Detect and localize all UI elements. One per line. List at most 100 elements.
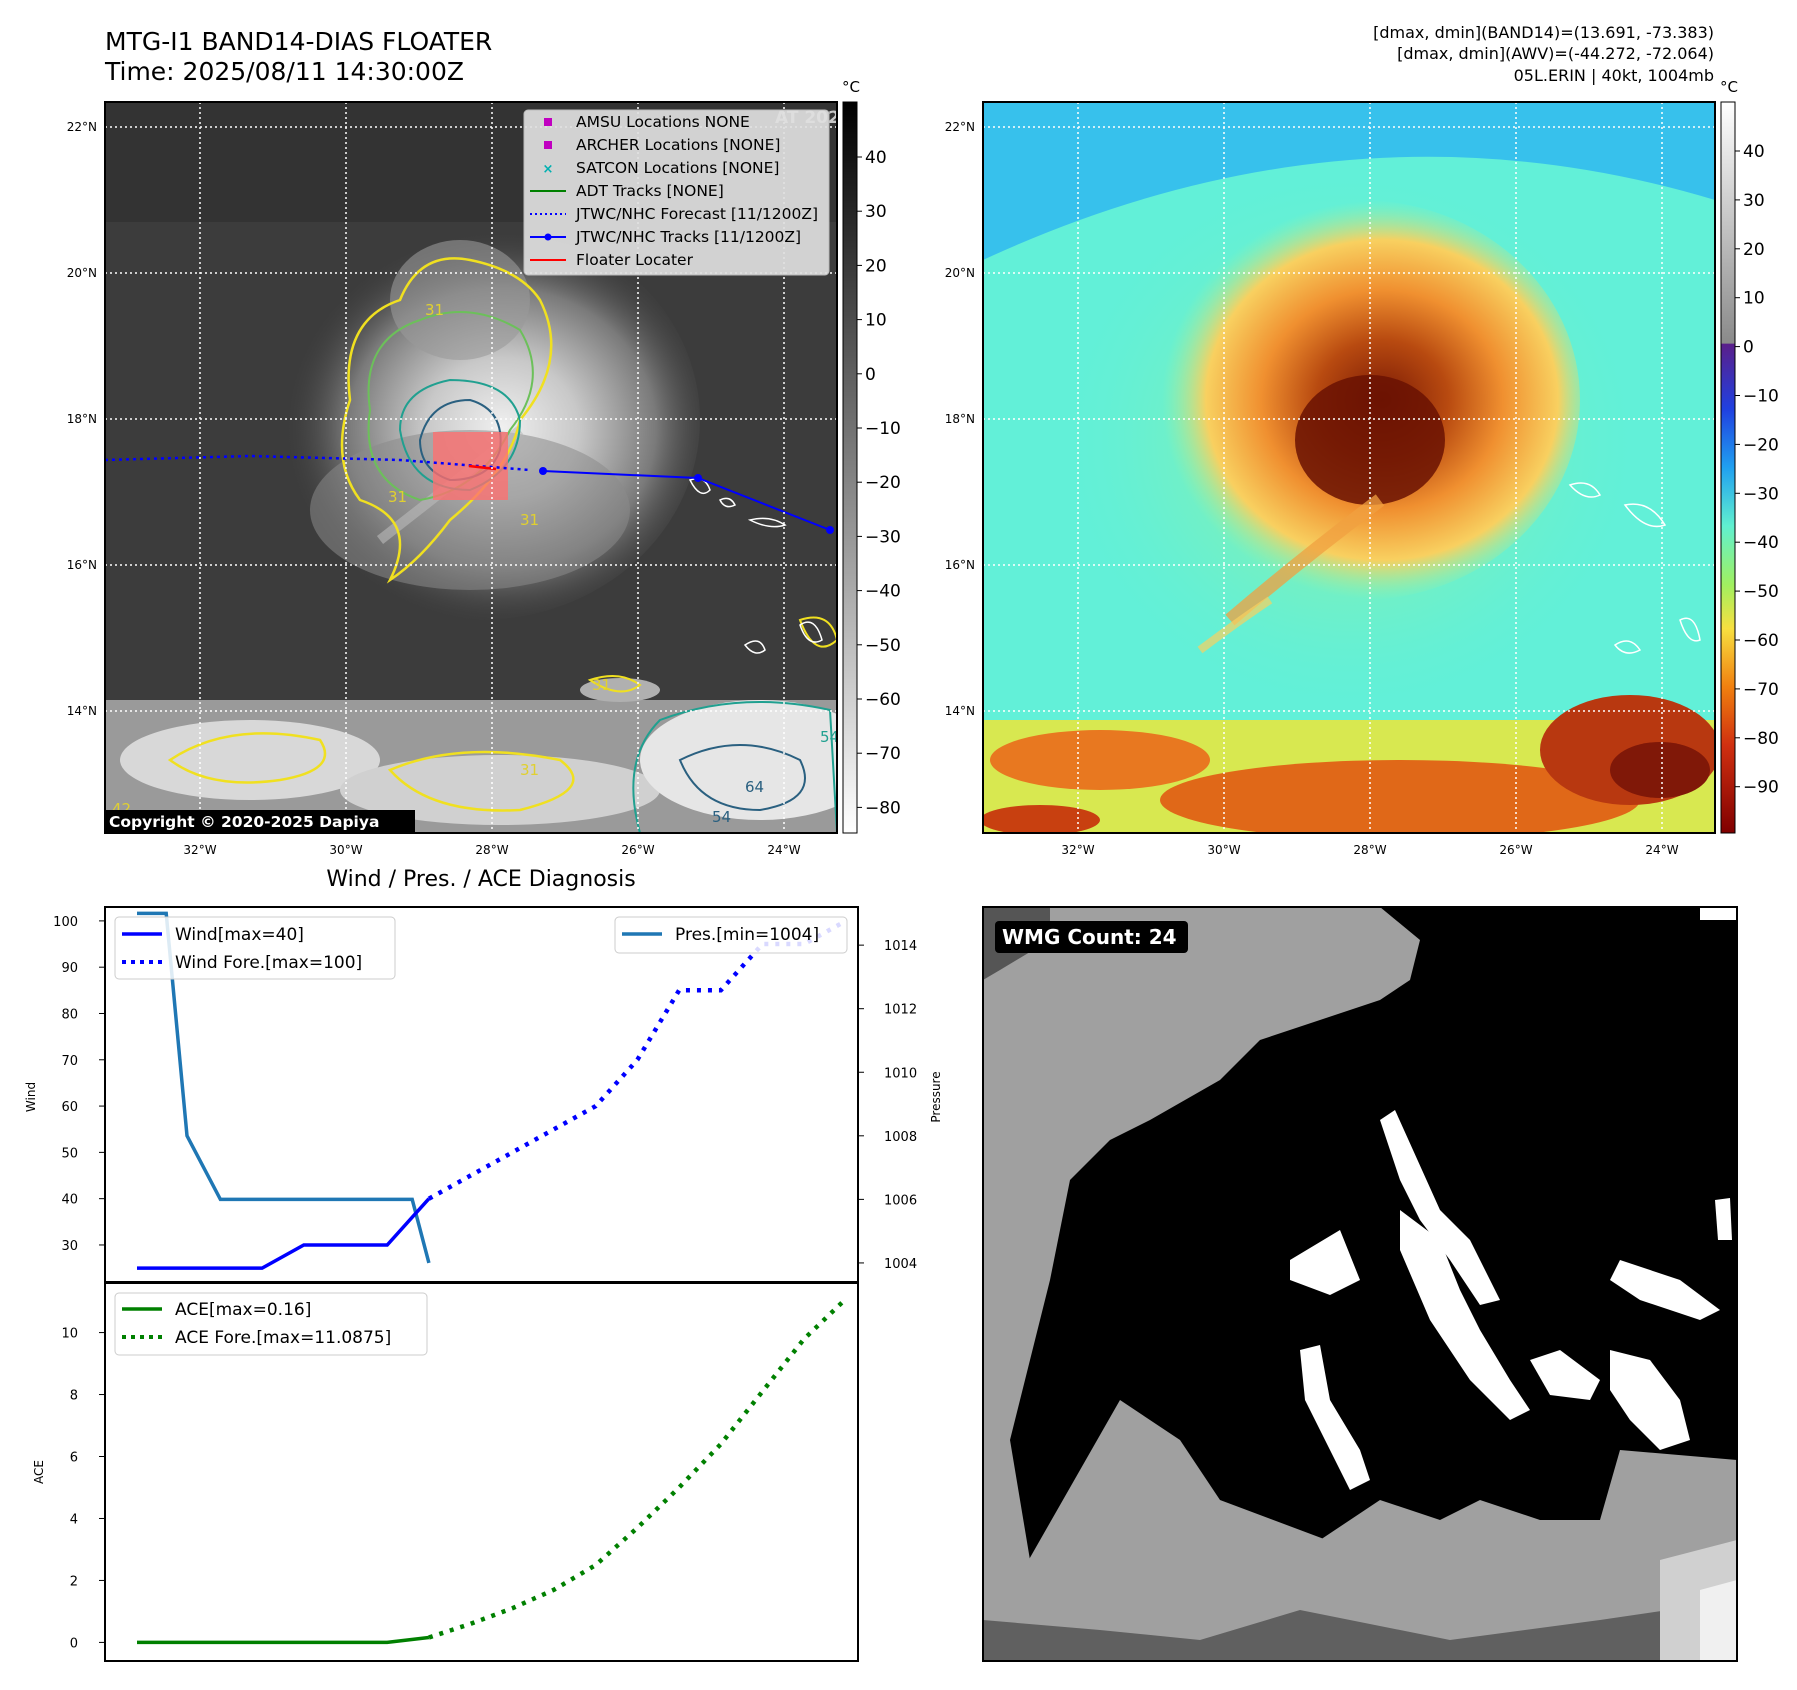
y-tick-label: 90	[61, 961, 78, 976]
colorbar-tick-label: −90	[1743, 778, 1779, 798]
awv-colorbar	[1720, 101, 1736, 834]
colorbar-tick-label: −10	[865, 419, 901, 439]
legend-wind-fore: Wind Fore.[max=100]	[175, 953, 362, 973]
forecast-track	[105, 454, 531, 472]
lat-tick-label: 22°N	[67, 120, 97, 134]
awv-panel: 22°N 20°N 18°N 16°N 14°N 32°W 30°W 28°W 26°W 24°W…	[945, 78, 1779, 857]
colorbar-tick-label: 20	[1743, 240, 1765, 260]
lat-tick-label: 20°N	[67, 266, 97, 280]
colorbar-tick-label: −60	[865, 690, 901, 710]
lat-tick-label: 18°N	[67, 412, 97, 426]
legend-label: JTWC/NHC Tracks [11/1200Z]	[575, 228, 801, 246]
wind-pres-chart: Wind Pressure 30 40 50 60 70 80 90 100 1004 1006…	[24, 906, 943, 1283]
colorbar-tick-label: −50	[865, 636, 901, 656]
lat-tick-label: 16°N	[945, 558, 975, 572]
colorbar-tick-label: 30	[1743, 191, 1765, 211]
pressure-legend: Pres.[min=1004]	[614, 916, 848, 954]
lon-tick-label: 32°W	[1061, 843, 1094, 857]
colorbar-tick-label: −30	[865, 527, 901, 547]
wind-legend: Wind[max=40] Wind Fore.[max=100]	[114, 916, 396, 980]
info-band14: [dmax, dmin](BAND14)=(13.691, -73.383)	[1373, 23, 1714, 42]
contour-label: 31	[592, 676, 611, 694]
copyright-text: Copyright © 2020-2025 Dapiya	[109, 813, 379, 831]
y-tick-label: 10	[61, 1327, 78, 1342]
ir-legend: AMSU Locations NONE ARCHER Locations [NON…	[523, 109, 830, 276]
colorbar-tick-label: −40	[1743, 533, 1779, 553]
figure-time: Time: 2025/08/11 14:30:00Z	[104, 57, 464, 86]
y-tick-label: 0	[70, 1636, 78, 1651]
colorbar-tick-label: 0	[1743, 338, 1754, 358]
y-tick-label: 30	[61, 1239, 78, 1254]
lat-tick-label: 14°N	[67, 704, 97, 718]
y-tick-right-label: 1004	[884, 1257, 917, 1272]
colorbar-tick-label: 10	[865, 311, 887, 331]
y-tick-right-label: 1012	[884, 1003, 917, 1018]
y-tick-right-label: 1006	[884, 1193, 917, 1208]
colorbar-tick-label: −40	[865, 582, 901, 602]
lon-tick-label: 30°W	[329, 843, 362, 857]
legend-ace-fore: ACE Fore.[max=11.0875]	[175, 1328, 391, 1348]
legend-label: ARCHER Locations [NONE]	[576, 136, 780, 154]
pressure-axis-label: Pressure	[929, 1071, 943, 1122]
colorbar-tick-label: −20	[865, 473, 901, 493]
legend-marker	[544, 118, 552, 126]
y-tick-label: 4	[70, 1512, 78, 1527]
colorbar-tick-label: −70	[1743, 680, 1779, 700]
colorbar-tick-label: 40	[1743, 142, 1765, 162]
contour-label: 31	[520, 761, 539, 779]
contour-label: 31	[520, 511, 539, 529]
y-tick-label: 70	[61, 1054, 78, 1069]
lon-tick-label: 32°W	[183, 843, 216, 857]
legend-marker: ×	[543, 162, 554, 177]
y-tick-label: 100	[53, 915, 78, 930]
colorbar-tick-label: −30	[1743, 484, 1779, 504]
contour-label: 54	[712, 808, 731, 826]
lon-tick-label: 26°W	[1499, 843, 1532, 857]
colorbar-tick-label: −50	[1743, 582, 1779, 602]
contour-label: 54	[820, 728, 839, 746]
figure-title: MTG-I1 BAND14-DIAS FLOATER	[105, 27, 492, 56]
y-tick-label: 80	[61, 1007, 78, 1022]
y-tick-label: 60	[61, 1100, 78, 1115]
colorbar-tick-label: 10	[1743, 289, 1765, 309]
colorbar-tick-label: 0	[865, 365, 876, 385]
colorbar-tick-label: −10	[1743, 387, 1779, 407]
y-tick-label: 2	[70, 1574, 78, 1589]
y-tick-label: 6	[70, 1451, 78, 1466]
legend-label: JTWC/NHC Forecast [11/1200Z]	[575, 205, 818, 223]
info-awv: [dmax, dmin](AWV)=(-44.272, -72.064)	[1397, 44, 1714, 63]
legend-label: ADT Tracks [NONE]	[576, 182, 724, 200]
legend-ace: ACE[max=0.16]	[175, 1300, 311, 1320]
wind-axis-label: Wind	[24, 1082, 38, 1112]
legend-label: Floater Locater	[576, 251, 694, 269]
info-storm: 05L.ERIN | 40kt, 1004mb	[1514, 66, 1714, 85]
lat-tick-label: 20°N	[945, 266, 975, 280]
lat-tick-label: 22°N	[945, 120, 975, 134]
ir-panel: 31 31 31 31 42 54 64 31 54 AT 2025 AMSU …	[67, 78, 901, 857]
lat-tick-label: 16°N	[67, 558, 97, 572]
lon-tick-label: 28°W	[1353, 843, 1386, 857]
legend-wind: Wind[max=40]	[175, 925, 304, 945]
series-line-pres	[137, 911, 431, 1264]
colorbar-tick-label: −70	[865, 744, 901, 764]
y-tick-label: 50	[61, 1146, 78, 1161]
colorbar-tick-label: −20	[1743, 435, 1779, 455]
series-line-ace	[137, 1635, 430, 1645]
lat-tick-label: 14°N	[945, 704, 975, 718]
legend-marker-dot	[544, 233, 552, 241]
lat-tick-label: 18°N	[945, 412, 975, 426]
y-tick-right-label: 1008	[884, 1130, 917, 1145]
copyright-box	[105, 810, 415, 833]
wmg-count: WMG Count: 24	[1002, 925, 1177, 949]
ir-colorbar-unit: °C	[842, 78, 860, 96]
colorbar-tick-label: 20	[865, 256, 887, 276]
lon-tick-label: 28°W	[475, 843, 508, 857]
contour-label: 31	[388, 488, 407, 506]
y-tick-label: 40	[61, 1193, 78, 1208]
colorbar-tick-label: −80	[1743, 729, 1779, 749]
series-line-wind	[137, 1197, 431, 1270]
lon-tick-label: 24°W	[767, 843, 800, 857]
lon-tick-label: 26°W	[621, 843, 654, 857]
y-tick-right-label: 1010	[884, 1066, 917, 1081]
colorbar-tick-label: 40	[865, 148, 887, 168]
